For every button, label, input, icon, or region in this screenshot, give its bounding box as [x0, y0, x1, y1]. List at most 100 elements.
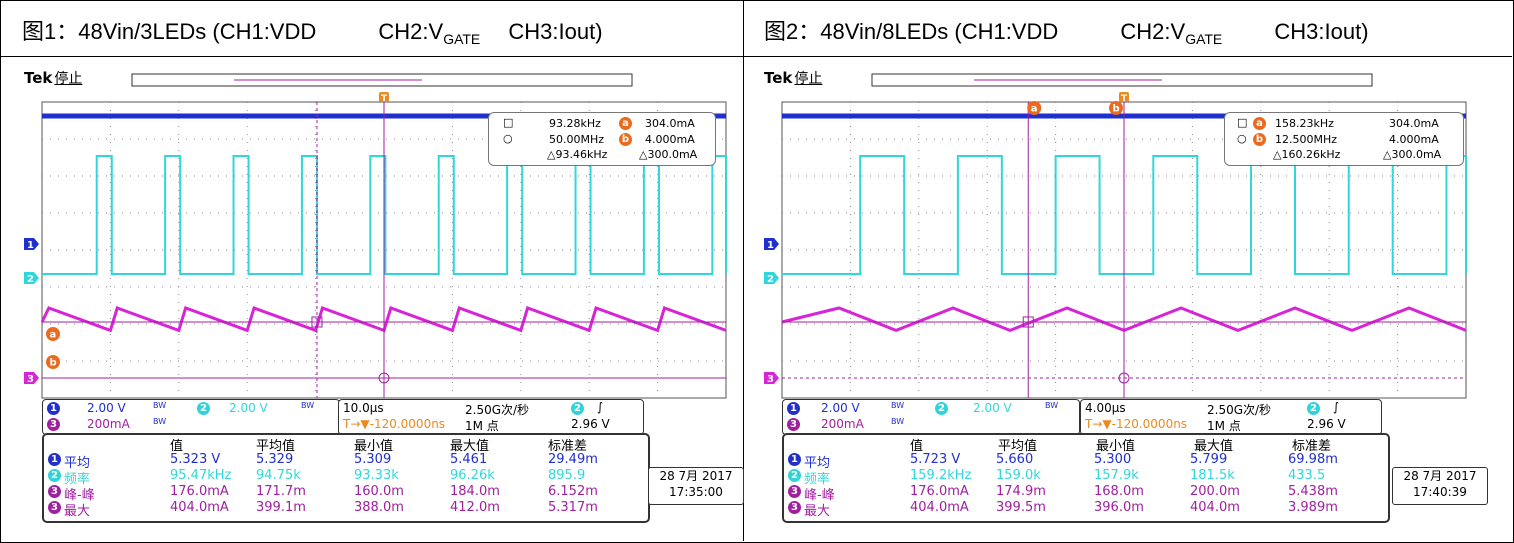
figure1-caption-ch2: CH2:VGATE	[378, 19, 480, 47]
figure1-ch3-scale: 200mA	[87, 417, 130, 431]
figure1-col-stddev: 标准差	[548, 439, 588, 454]
figure2-ch2-label: CH2:V	[1120, 19, 1186, 44]
figure1-sample-rate: 2.50G次/秒	[465, 403, 530, 417]
figure1-ch1-ground-marker	[24, 238, 39, 250]
figure1-trigger-level: 2.96 V	[571, 417, 610, 431]
figure1-row-3-cell-3: 412.0m	[450, 500, 500, 515]
figure2-row-3-cell-2: 396.0m	[1094, 500, 1144, 515]
figure1-ch3-ground-marker	[24, 372, 39, 384]
figure1-cursor-readout: □ 93.28kHz a 304.0mA ○ 50.00MHz b 4.000m…	[488, 112, 716, 166]
figure1-readout-a-icon: a	[619, 117, 632, 130]
figure1-row-1-cell-1: 94.75k	[256, 468, 301, 483]
figure2-record-length: 1M 点	[1207, 419, 1241, 433]
figure1-ch1-bw: BW	[153, 401, 167, 410]
figure1-brand-text: Tek	[24, 69, 53, 87]
figure2-cursor-val-b: 4.000mA	[1389, 133, 1439, 146]
figure1-row-2-cell-4: 6.152m	[548, 484, 598, 499]
figure1-col-mean: 平均值	[256, 439, 296, 454]
figure2-row-2-name: 峰-峰	[804, 488, 835, 503]
figure2-ch2-ground-marker-label: 2	[767, 274, 774, 285]
figure1-cursor-delta-val: △300.0mA	[639, 148, 698, 161]
figure1-cursor-freq-b: 50.00MHz	[549, 133, 605, 146]
figure2-row-3-cell-3: 404.0m	[1190, 500, 1240, 515]
figure1-brand: Tek 停止	[24, 68, 82, 88]
figure1-row-2-cell-1: 171.7m	[256, 484, 306, 499]
figure1-row-3-name: 最大	[64, 504, 91, 519]
figure2-row-1-cell-0: 159.2kHz	[910, 468, 972, 483]
figure2-row-2-cell-0: 176.0mA	[910, 484, 969, 499]
figure1-row-1-cell-0: 95.47kHz	[170, 468, 232, 483]
figure1-ch2-ground-marker	[24, 272, 39, 284]
figure2-trigger-slope: ∫	[1333, 400, 1340, 414]
figure1-row-2-chip: 3	[48, 485, 61, 498]
figure2-row-0-chip: 1	[788, 453, 801, 466]
figure1-channel-settings: 1 2.00 V BW 2 2.00 V BW 3 200mA BW	[42, 399, 340, 435]
figure2-row-1-cell-3: 181.5k	[1190, 468, 1235, 483]
figure1-ch3-chip: 3	[47, 418, 60, 431]
figure1-row-2-name: 峰-峰	[64, 488, 95, 503]
figure2-cursor-b-icon	[1109, 101, 1123, 115]
figure2-caption-text: 图2：48Vin/8LEDs (CH1:VDD	[764, 19, 1059, 44]
figure2-col-max: 最大值	[1194, 439, 1234, 454]
figure2-measurement-table: 值 平均值 最小值 最大值 标准差 1 平均 5.723 V 5.660 5.300 5.…	[782, 433, 1390, 523]
figure2-cursor-delta-freq: △160.26kHz	[1273, 148, 1341, 161]
figure1-row-3-cell-4: 5.317m	[548, 500, 598, 515]
figure1-caption-ch3: CH3:Iout)	[508, 19, 603, 44]
figure2-row-2-cell-3: 200.0m	[1190, 484, 1240, 499]
figure2-ch2-trace	[782, 155, 1467, 275]
figure1-row-1-name: 频率	[64, 472, 91, 487]
figure2-ch1-ground-marker	[764, 238, 779, 250]
figure2-cursor-a-icon-label: a	[1031, 104, 1038, 115]
figure2-sample-rate: 2.50G次/秒	[1207, 403, 1272, 417]
figure2-time-div: 4.00μs	[1085, 401, 1126, 415]
figure2-row-0-name: 平均	[804, 456, 831, 471]
figure1-date: 28 7月 2017	[659, 469, 733, 483]
figure1-cursor-val-b: 4.000mA	[645, 133, 695, 146]
circle-icon: ○	[1237, 132, 1247, 145]
figure1-trigger-slope: ∫	[597, 400, 604, 414]
figure1-row-1-cell-3: 96.26k	[450, 468, 495, 483]
figure2-trigger-level: 2.96 V	[1307, 417, 1346, 431]
figure1-run-state: 停止	[54, 71, 83, 87]
figure1-row-1-cell-4: 895.9	[548, 468, 586, 483]
figure2-ch2-sub: GATE	[1185, 31, 1223, 47]
figure2-row-3-chip: 3	[788, 501, 801, 514]
figure1-datetime: 28 7月 2017 17:35:00	[648, 467, 744, 505]
figure2-trigger-chip: 2	[1307, 402, 1320, 415]
figure2-col-min: 最小值	[1096, 439, 1136, 454]
square-icon: □	[1237, 116, 1248, 129]
figure2-ch1-chip: 1	[787, 402, 800, 415]
figure1-ch3-ground-marker-label: 3	[27, 374, 34, 385]
figure2-ch1-bw: BW	[891, 401, 905, 410]
figure2-row-1-cell-4: 433.5	[1288, 468, 1326, 483]
figure1-readout-b-icon: b	[619, 133, 632, 146]
figure2-row-0-cell-1: 5.660	[996, 452, 1034, 467]
figure2-cursor-val-a: 304.0mA	[1389, 117, 1439, 130]
figure1-ch2-ground-marker-label: 2	[27, 274, 34, 285]
figure1-cursor-a-icon	[46, 327, 60, 341]
figure2-ch2-chip: 2	[935, 402, 948, 415]
figure2-row-3-cell-0: 404.0mA	[910, 500, 969, 515]
figure2-row-2-cell-1: 174.9m	[996, 484, 1046, 499]
figure1-caption-text: 图1：48Vin/3LEDs (CH1:VDD	[22, 19, 317, 44]
figure1-cursor-b-circle	[378, 372, 390, 384]
figure1-trigger-chip: 2	[571, 402, 584, 415]
figure1-col-max: 最大值	[450, 439, 490, 454]
figure2-ch2-bw: BW	[1045, 401, 1059, 410]
figure1-col-min: 最小值	[354, 439, 394, 454]
figure2-row-2-cell-4: 5.438m	[1288, 484, 1338, 499]
figure2-col-stddev: 标准差	[1292, 439, 1332, 454]
figure1-row-0-cell-1: 5.329	[256, 452, 294, 467]
figure2-cursor-b-circle	[1118, 372, 1130, 384]
figure2-cursor-freq-b: 12.500MHz	[1275, 133, 1338, 146]
figure2-ch1-scale: 2.00 V	[821, 401, 860, 415]
figure2-row-0-cell-3: 5.799	[1190, 452, 1228, 467]
figure2-col-value: 值	[910, 439, 924, 454]
figure2-ch3-bw: BW	[891, 417, 905, 426]
figure1-ch1-scale: 2.00 V	[87, 401, 126, 415]
square-icon: □	[503, 116, 514, 129]
figure2-cursor-readout: □ a 158.23kHz 304.0mA ○ b 12.500MHz 4.00…	[1224, 112, 1464, 166]
figure1-ch3-bw: BW	[153, 417, 167, 426]
figure2-trigger-position: T→▼-120.0000ns	[1085, 417, 1188, 431]
figure2-run-state: 停止	[794, 71, 823, 87]
